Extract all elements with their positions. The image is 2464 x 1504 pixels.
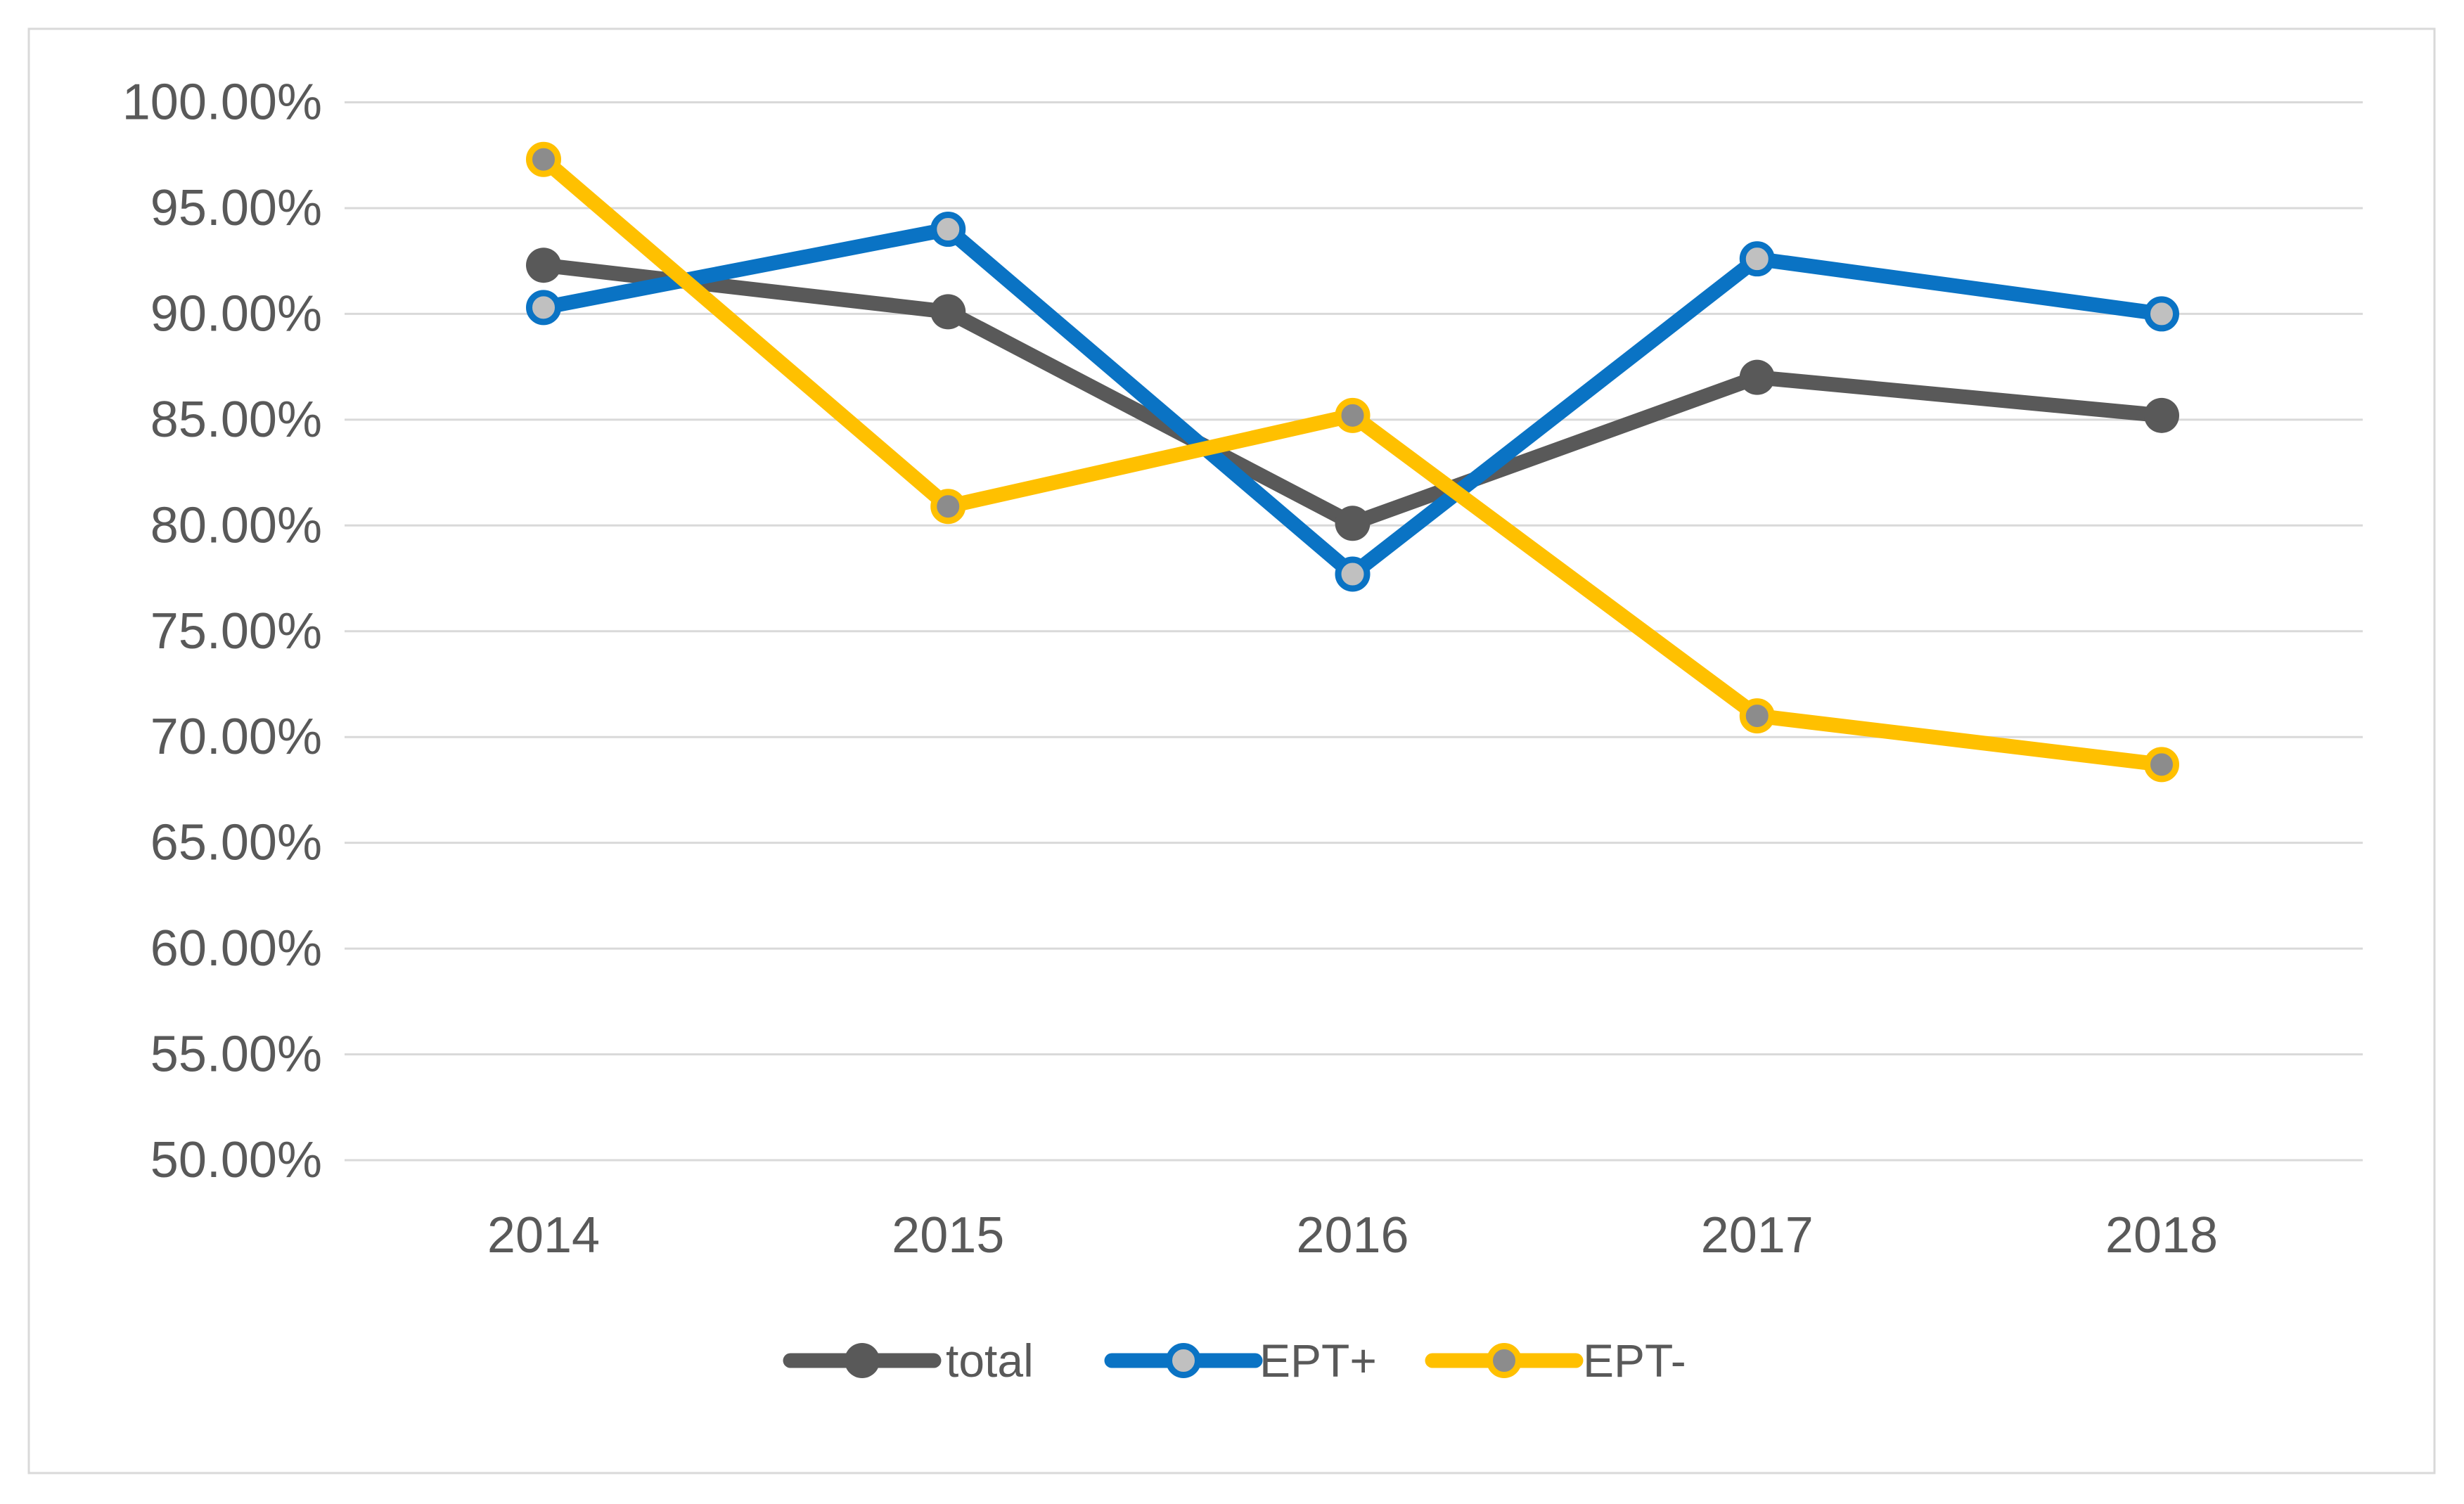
data-point-EPT+-2018	[2144, 296, 2179, 332]
data-point-EPT--2016	[1335, 397, 1371, 433]
y-axis-tick-label: 60.00%	[150, 920, 322, 977]
y-axis-tick-label: 65.00%	[150, 815, 322, 871]
data-point-EPT+-2017	[1739, 241, 1775, 277]
data-point-EPT+-2016	[1335, 556, 1371, 592]
data-point-legend-marker-EPT+	[1166, 1343, 1201, 1378]
y-axis-tick-label: 50.00%	[150, 1132, 322, 1188]
y-axis-tick-label: 70.00%	[150, 709, 322, 765]
x-axis-tick-label: 2016	[1296, 1207, 1409, 1264]
y-axis-tick-label: 55.00%	[150, 1027, 322, 1083]
data-point-EPT+-2014	[526, 290, 561, 326]
y-axis-tick-label: 95.00%	[150, 180, 322, 236]
y-axis-tick-label: 75.00%	[150, 603, 322, 660]
y-axis-tick-label: 80.00%	[150, 497, 322, 553]
data-point-EPT--2015	[930, 489, 966, 525]
data-point-total-2018	[2144, 397, 2179, 433]
data-point-total-2014	[526, 248, 561, 283]
x-axis-tick-label: 2018	[2105, 1207, 2218, 1264]
y-axis-tick-label: 90.00%	[150, 285, 322, 342]
data-point-total-2015	[930, 294, 966, 330]
y-axis-tick-label: 85.00%	[150, 392, 322, 448]
data-point-EPT--2017	[1739, 698, 1775, 734]
legend-label-EPT-: EPT-	[1583, 1335, 1686, 1387]
legend-label-total: total	[946, 1335, 1034, 1387]
data-point-total-2017	[1739, 359, 1775, 395]
x-axis-tick-label: 2015	[892, 1207, 1004, 1264]
data-point-EPT--2014	[526, 141, 561, 177]
data-point-legend-marker-total	[845, 1343, 880, 1378]
y-axis-tick-label: 100.00%	[122, 75, 322, 131]
data-point-EPT+-2015	[930, 212, 966, 248]
chart-frame	[27, 27, 2436, 1474]
data-point-total-2016	[1335, 506, 1371, 541]
x-axis-tick-label: 2014	[487, 1207, 600, 1264]
data-point-legend-marker-EPT-	[1487, 1343, 1522, 1378]
legend-label-EPT+: EPT+	[1259, 1335, 1377, 1387]
x-axis-tick-label: 2017	[1701, 1207, 1814, 1264]
data-point-EPT--2018	[2144, 747, 2179, 783]
